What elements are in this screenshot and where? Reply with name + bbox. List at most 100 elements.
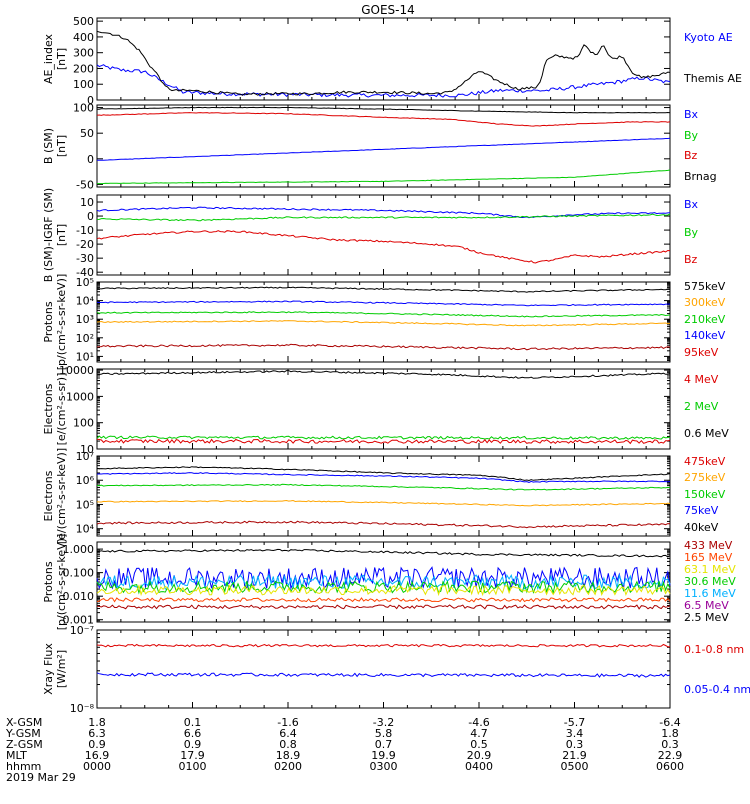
y-tick-label: 1000 [66,390,94,403]
legend-entry: 475keV [684,455,726,468]
series-line [96,438,671,445]
y-tick-label: 1.000 [63,543,95,556]
y-axis-label: Xray Flux [42,643,55,695]
legend-entry: 433 MeV [684,539,733,552]
table-cell: -6.4 [659,716,680,729]
table-cell: 20.9 [467,749,492,762]
legend-entry: 0.1-0.8 nm [684,643,744,656]
y-axis-label: [p/(cm²-s-sr-keV)] [55,534,68,631]
y-tick-label: 0 [87,210,94,223]
table-cell: 19.9 [371,749,396,762]
y-tick-label: -30 [76,252,94,265]
y-tick-label: -20 [76,238,94,251]
y-tick-label: 10000 [59,364,94,377]
y-axis-label: B (SM)-IGRF (SM) [42,188,55,282]
legend-entry: 63.1 MeV [684,563,736,576]
table-cell: 0.9 [88,738,106,751]
y-tick-label: 50 [80,127,94,140]
series-line [96,643,671,648]
table-row-label: hhmm [6,760,41,773]
legend-entry: Bz [684,253,698,266]
y-axis-label: [nT] [55,48,68,70]
y-tick-label: 10⁵ [76,498,94,511]
y-axis-label: [nT] [55,224,68,246]
series-line [96,435,671,440]
legend-entry: 165 MeV [684,551,733,564]
y-tick-label: 0.010 [63,590,95,603]
table-cell: 0.3 [661,738,679,751]
table-cell: 0.7 [375,738,393,751]
table-cell: 0400 [465,760,493,773]
panel-digrf: 100-10-20-30-40 B (SM)-IGRF (SM) [nT] Bx By B… [42,188,699,282]
series-line [96,584,671,597]
legend-entry: 4 MeV [684,373,719,386]
table-cell: 16.9 [85,749,110,762]
y-axis-label: [e/(cm²-s-sr-keV)] [55,448,68,544]
table-cell: 0100 [179,760,207,773]
series-line [96,206,671,219]
table-cell: 0.9 [184,738,202,751]
series-line [96,466,671,482]
y-tick-label: 10³ [76,313,94,326]
panel-frame [96,17,671,101]
legend-entry: Kyoto AE [684,31,733,44]
table-cell: 0.3 [566,738,584,751]
table-row-label: MLT [6,749,27,762]
y-tick-label: 300 [73,47,94,60]
table-row-label: Y-GSM [5,727,41,740]
table-cell: 6.3 [88,727,106,740]
series-line [97,106,671,114]
y-tick-label: 10⁷ [76,450,94,463]
y-tick-label: 200 [73,62,94,75]
table-cell: 18.9 [276,749,301,762]
y-tick-label: -10 [76,224,94,237]
legend-entry: 300keV [684,296,726,309]
y-tick-label: 0 [87,94,94,107]
panel-protons_hi: 1.000 0.100 0.010 0.001 Protons [p/(cm²-s-sr-… [42,534,736,631]
series-line [96,300,670,307]
panel-frame [96,194,671,276]
legend-entry: 275keV [684,471,726,484]
y-axis-label: [p/(cm²-s-sr-keV)] [55,274,68,371]
panel-ae: 500 400 300 200 100 0 AE_index [nT] Kyoto AE Them… [42,15,742,107]
panel-electrons_hi: 10000 1000 100 10 Electrons [e/(cm²-s-sr)] 4 M… [42,364,729,456]
y-tick-label: 100 [73,102,94,115]
table-cell: 17.9 [180,749,205,762]
series-line [96,230,671,264]
y-tick-label: 0 [87,153,94,166]
table-cell: 0.5 [470,738,488,751]
table-cell: 0300 [370,760,398,773]
y-axis-label: Electrons [42,470,55,521]
table-cell: 0.1 [184,716,202,729]
series-line [96,472,671,483]
panel-xray: 10⁻⁷ 10⁻⁸ Xray Flux [W/m²] 0.1-0.8 nm 0.05-0.… [42,624,750,715]
y-tick-label: 0.100 [63,567,95,580]
table-row-label: X-GSM [6,716,42,729]
series-line [96,483,671,491]
legend-entry: Brnag [684,170,717,183]
table-cell: 0200 [274,760,302,773]
y-axis-label: Protons [42,301,55,342]
legend-entry: 140keV [684,329,726,342]
legend-entry: By [684,226,699,239]
table-cell: 1.8 [661,727,679,740]
y-tick-label: 10⁻⁸ [70,702,95,715]
series-line [96,566,671,591]
y-tick-label: 10 [80,196,94,209]
legend-entry: 11.6 MeV [684,587,736,600]
y-axis-label: Protons [42,561,55,602]
legend-entry: 0.6 MeV [684,427,729,440]
table-cell: 21.9 [562,749,587,762]
y-tick-label: 10² [76,332,94,345]
y-axis-label: [W/m²] [55,650,68,688]
y-tick-label: 10⁶ [76,474,95,487]
legend-entry: 210keV [684,313,726,326]
orbit-ephemeris-table: X-GSM 1.8 0.1 -1.6 -3.2 -4.6 -5.7 -6.4 Y-GSM 6.3 6… [5,716,684,784]
y-tick-label: 10⁴ [76,295,95,308]
series-line [96,320,671,327]
series-line [96,520,671,529]
series-line [96,30,671,96]
y-tick-label: 500 [73,15,94,28]
